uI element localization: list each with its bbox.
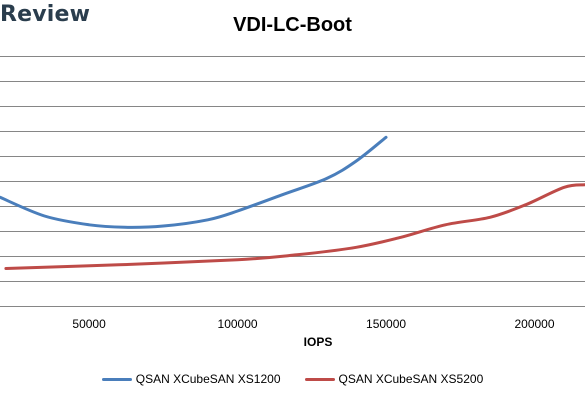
gridlines	[0, 56, 585, 307]
x-axis-title: IOPS	[304, 335, 333, 349]
series-lines	[0, 135, 585, 270]
x-tick-label: 50000	[72, 317, 106, 331]
legend-label-xs1200: QSAN XCubeSAN XS1200	[135, 372, 281, 386]
series-line-1	[4, 183, 585, 270]
legend-item-xs1200: QSAN XCubeSAN XS1200	[101, 372, 281, 386]
series-line-0	[0, 135, 388, 229]
legend-item-xs5200: QSAN XCubeSAN XS5200	[304, 372, 484, 386]
x-tick-label: 200000	[514, 317, 554, 331]
x-axis-ticks: 50000 100000 150000 200000	[72, 317, 554, 331]
x-tick-label: 100000	[218, 317, 258, 331]
legend-swatch-xs1200	[101, 377, 132, 381]
watermark-logo: Review	[0, 2, 91, 27]
chart-title: VDI-LC-Boot	[233, 14, 352, 36]
legend: QSAN XCubeSAN XS1200 QSAN XCubeSAN XS520…	[0, 372, 585, 386]
legend-swatch-xs5200	[304, 377, 335, 381]
x-tick-label: 150000	[366, 317, 406, 331]
legend-label-xs5200: QSAN XCubeSAN XS5200	[338, 372, 484, 386]
